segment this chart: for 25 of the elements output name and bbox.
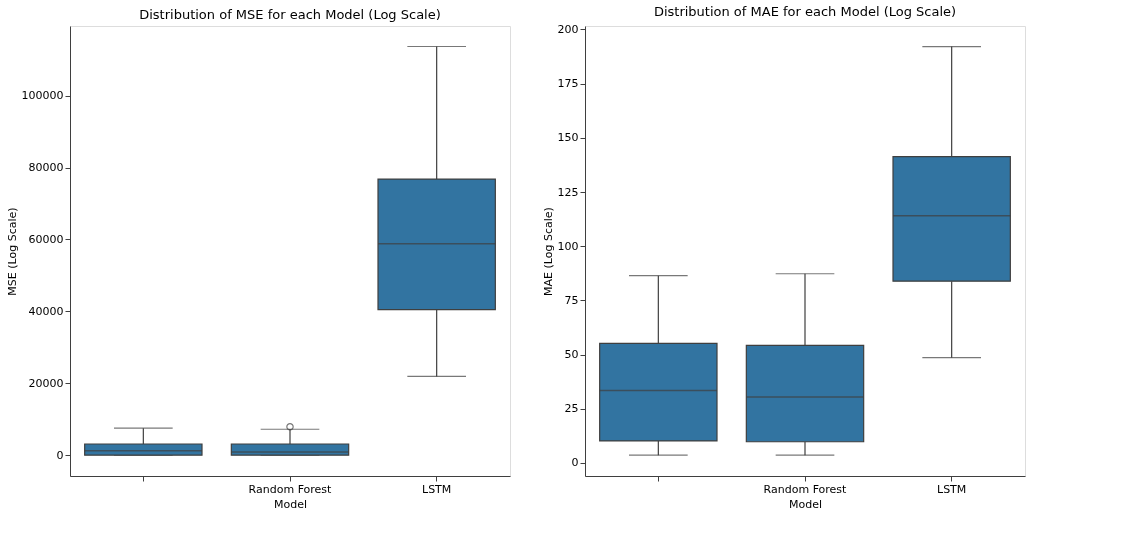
y-axis-title: MSE (Log Scale)	[5, 207, 19, 296]
y-tick-label: 0	[571, 456, 579, 470]
y-tick-label: 0	[56, 448, 64, 462]
y-tick-label: 80000	[28, 161, 64, 175]
y-tick-label: 100	[557, 239, 579, 253]
y-tick-label: 150	[557, 131, 579, 145]
y-tick-label: 50	[564, 348, 579, 362]
x-tick-label: Random Forest	[248, 482, 333, 496]
y-axis-title: MAE (Log Scale)	[541, 207, 555, 296]
y-tick-label: 60000	[28, 233, 64, 246]
x-tick-label: LSTM	[937, 482, 967, 496]
y-tick-label: 40000	[28, 304, 64, 318]
y-tick-label: 20000	[28, 376, 64, 390]
y-tick-label: 125	[557, 185, 579, 199]
chart-title: Distribution of MAE for each Model (Log Scale)	[653, 4, 957, 20]
y-tick-label: 200	[557, 22, 579, 36]
y-tick-label: 100000	[21, 89, 64, 103]
y-tick-label: 75	[564, 293, 579, 307]
y-tick-label: 175	[557, 77, 579, 91]
x-tick-label: LSTM	[422, 482, 452, 496]
chart-title: Distribution of MSE for each Model (Log Scale)	[139, 7, 441, 22]
x-tick-label: Random Forest	[763, 482, 848, 496]
y-tick-label: 25	[564, 402, 579, 416]
x-axis-title: Model	[273, 497, 308, 511]
x-axis-title: Model	[788, 497, 823, 511]
